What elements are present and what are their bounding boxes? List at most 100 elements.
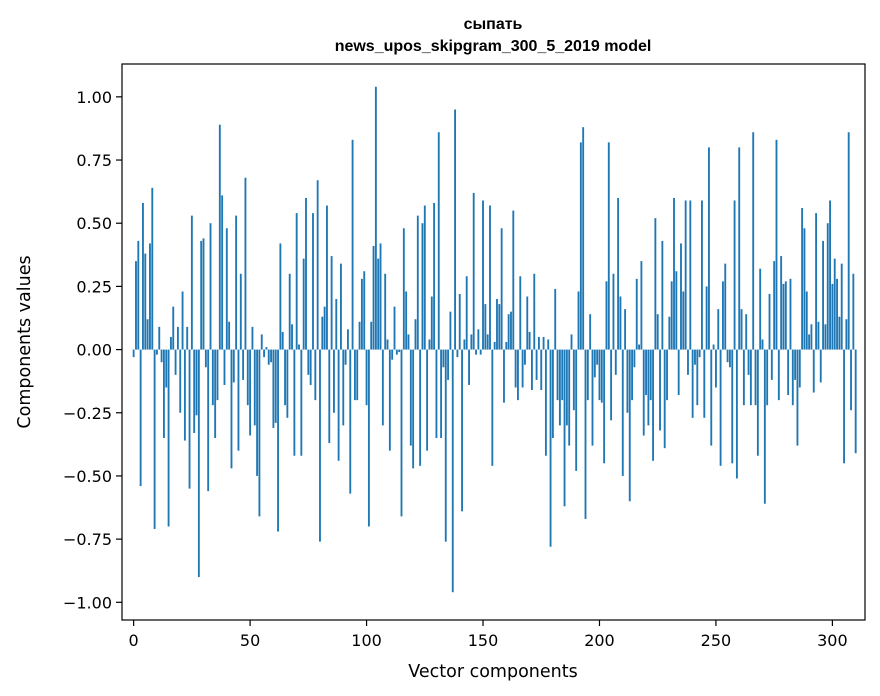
bar-component-135 bbox=[447, 349, 450, 380]
bar-component-159 bbox=[503, 349, 505, 403]
bar-component-210 bbox=[621, 349, 624, 476]
bar-component-173 bbox=[535, 349, 538, 380]
bar-component-10 bbox=[156, 349, 158, 355]
bar-component-306 bbox=[845, 319, 848, 350]
bar-component-201 bbox=[600, 349, 603, 403]
bar-component-197 bbox=[591, 349, 594, 446]
bar-component-117 bbox=[405, 291, 408, 350]
bar-component-192 bbox=[579, 142, 582, 350]
bar-component-139 bbox=[456, 349, 459, 358]
bar-component-60 bbox=[272, 349, 275, 428]
y-tick-label: 0.25 bbox=[76, 277, 112, 296]
bar-component-48 bbox=[244, 177, 247, 350]
bar-component-105 bbox=[377, 258, 380, 350]
bar-component-14 bbox=[165, 349, 168, 388]
bar-component-24 bbox=[188, 349, 191, 489]
bar-component-285 bbox=[796, 349, 799, 446]
bar-component-97 bbox=[358, 321, 361, 350]
bar-component-162 bbox=[510, 311, 512, 350]
bar-component-163 bbox=[512, 210, 515, 350]
bar-component-265 bbox=[749, 349, 752, 406]
bar-component-287 bbox=[801, 208, 804, 350]
bar-component-257 bbox=[731, 349, 734, 464]
bar-component-161 bbox=[507, 314, 510, 350]
bar-component-154 bbox=[491, 349, 494, 466]
bar-component-157 bbox=[498, 304, 501, 350]
bar-component-39 bbox=[223, 349, 226, 385]
bar-component-199 bbox=[596, 349, 599, 365]
y-tick-label: 0.50 bbox=[76, 214, 112, 233]
bar-component-187 bbox=[568, 349, 571, 446]
bar-component-138 bbox=[454, 109, 456, 350]
y-tick-label: 0.75 bbox=[76, 151, 112, 170]
bar-component-301 bbox=[833, 258, 836, 350]
bars-group bbox=[132, 86, 857, 593]
bar-component-297 bbox=[824, 324, 827, 350]
bar-component-82 bbox=[323, 306, 326, 350]
bar-component-248 bbox=[710, 349, 713, 446]
bar-component-126 bbox=[426, 349, 429, 451]
bar-component-34 bbox=[211, 349, 214, 406]
bar-component-74 bbox=[305, 197, 307, 350]
bar-component-256 bbox=[728, 349, 731, 368]
bar-component-270 bbox=[761, 339, 764, 350]
bar-component-125 bbox=[423, 205, 426, 350]
bar-component-206 bbox=[612, 273, 615, 350]
bar-component-274 bbox=[770, 349, 773, 380]
bar-component-62 bbox=[277, 349, 279, 532]
bar-component-167 bbox=[521, 349, 524, 388]
bar-component-276 bbox=[775, 139, 778, 350]
bar-component-26 bbox=[193, 349, 196, 433]
x-axis-label: Vector components bbox=[408, 662, 577, 682]
bar-component-81 bbox=[321, 316, 324, 350]
bar-component-84 bbox=[328, 349, 331, 444]
bar-component-211 bbox=[624, 309, 627, 350]
bar-component-110 bbox=[388, 349, 391, 451]
bar-component-104 bbox=[374, 86, 377, 350]
bar-component-184 bbox=[561, 349, 564, 401]
bar-component-235 bbox=[680, 243, 682, 350]
bar-component-268 bbox=[756, 349, 759, 456]
bar-component-171 bbox=[531, 349, 533, 391]
bar-component-124 bbox=[421, 223, 424, 350]
bar-component-214 bbox=[631, 349, 634, 401]
bar-component-221 bbox=[647, 349, 650, 426]
x-tick-label: 0 bbox=[129, 631, 139, 650]
bar-component-142 bbox=[463, 339, 466, 350]
bar-component-122 bbox=[416, 215, 419, 350]
x-tick-label: 100 bbox=[351, 631, 382, 650]
bar-component-262 bbox=[742, 349, 745, 406]
bar-component-209 bbox=[619, 296, 622, 350]
bar-component-15 bbox=[167, 349, 170, 527]
bar-component-183 bbox=[558, 349, 561, 426]
bar-component-218 bbox=[640, 261, 643, 350]
bar-component-246 bbox=[705, 286, 708, 350]
bar-component-251 bbox=[717, 309, 720, 350]
bar-component-296 bbox=[822, 240, 824, 350]
bar-component-269 bbox=[759, 268, 762, 350]
bar-component-160 bbox=[505, 342, 508, 350]
bar-component-107 bbox=[381, 349, 384, 426]
bar-component-101 bbox=[367, 349, 370, 527]
bar-component-180 bbox=[551, 349, 554, 439]
bar-component-18 bbox=[174, 349, 177, 375]
bar-component-22 bbox=[183, 349, 186, 441]
bar-component-143 bbox=[465, 276, 468, 350]
bar-component-88 bbox=[337, 349, 340, 461]
x-tick-label: 200 bbox=[584, 631, 615, 650]
bar-component-75 bbox=[307, 349, 310, 375]
x-axis-ticks: 0 50 100 150 200 250 300 bbox=[129, 620, 848, 650]
bar-component-134 bbox=[444, 349, 447, 542]
bar-component-231 bbox=[670, 281, 673, 350]
bar-component-1 bbox=[135, 261, 137, 350]
bar-component-258 bbox=[733, 200, 736, 350]
bar-component-146 bbox=[472, 192, 475, 350]
bar-component-25 bbox=[190, 215, 193, 350]
y-tick-label: −0.50 bbox=[63, 467, 112, 486]
bar-component-98 bbox=[360, 278, 363, 350]
bar-component-242 bbox=[696, 349, 699, 406]
bar-component-289 bbox=[805, 291, 808, 350]
y-axis-ticks: 1.00 0.75 0.50 0.25 0.00 −0.25 −0.50 −0.75 −1.00 bbox=[63, 88, 122, 612]
bar-component-127 bbox=[428, 339, 431, 350]
bar-component-295 bbox=[819, 349, 822, 383]
